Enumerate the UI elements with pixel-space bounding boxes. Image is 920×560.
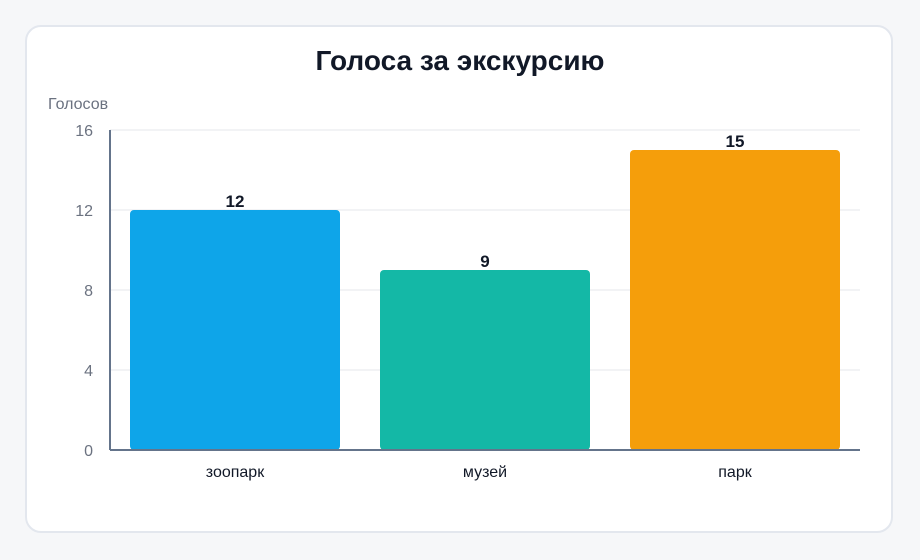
bar-1 <box>130 210 340 450</box>
y-tick-label: 8 <box>84 283 93 300</box>
y-tick-label: 12 <box>75 203 93 220</box>
y-axis-label: Голосов <box>48 96 108 113</box>
y-tick-label: 0 <box>84 443 93 460</box>
data-label: 12 <box>226 192 245 211</box>
labels: 0 4 8 12 16 12 зоопарк 9 музей 15 парк <box>75 123 753 481</box>
bar-3 <box>630 150 840 450</box>
x-tick-label: музей <box>463 464 507 481</box>
y-tick-label: 16 <box>75 123 93 140</box>
axes <box>109 130 860 451</box>
bar-2 <box>380 270 590 450</box>
chart-title: Голоса за экскурсию <box>316 45 605 76</box>
data-label: 15 <box>726 132 745 151</box>
bars <box>130 150 840 450</box>
x-tick-label: зоопарк <box>206 464 265 481</box>
data-label: 9 <box>480 252 489 271</box>
x-tick-label: парк <box>718 464 752 481</box>
y-tick-label: 4 <box>84 363 93 380</box>
